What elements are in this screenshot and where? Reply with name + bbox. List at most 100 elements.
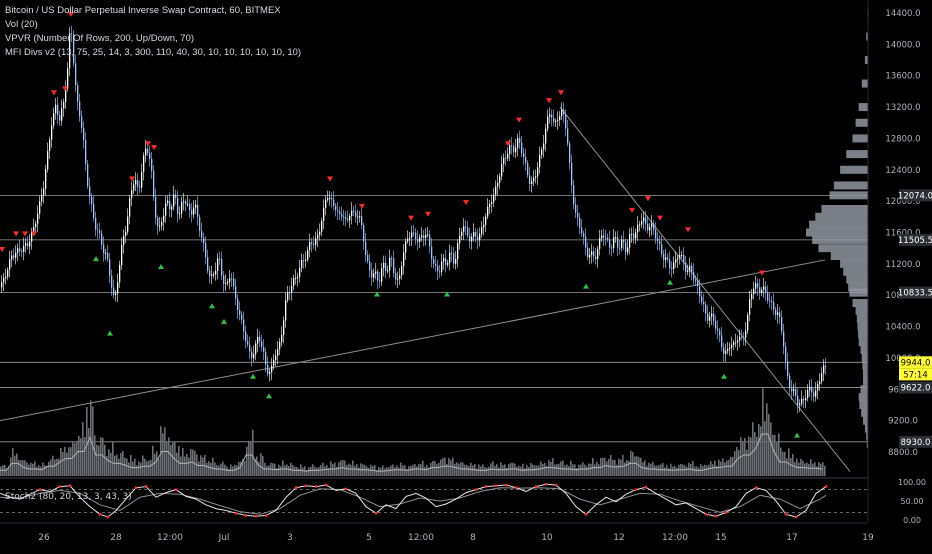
volume-bar — [598, 464, 600, 476]
stoch-extreme-dot — [58, 485, 62, 488]
candle-body — [317, 234, 319, 239]
candle-body — [495, 186, 497, 195]
stoch-extreme-dot — [254, 514, 258, 518]
volume-bar — [816, 466, 818, 476]
volume-bar — [58, 458, 60, 476]
volume-bar — [770, 422, 772, 476]
stoch-extreme-dot — [174, 488, 178, 491]
volume-bar — [414, 463, 416, 476]
volume-bar — [538, 465, 540, 476]
volume-bar — [94, 435, 96, 476]
symbol-title[interactable]: Bitcoin / US Dollar Perpetual Inverse Sw… — [5, 5, 281, 16]
volume-bar — [162, 433, 164, 476]
stoch-extreme-dot — [794, 515, 798, 519]
volume-bar — [484, 467, 486, 476]
volume-bar — [778, 433, 780, 476]
candle-body — [35, 223, 37, 228]
top-signal-marker — [558, 90, 564, 96]
candle-body — [449, 252, 451, 264]
price-axis[interactable]: 14400.0 14000.0 13600.0 13200.0 12800.0 12400… — [867, 0, 932, 525]
volume-bar — [628, 461, 630, 476]
volume-bar — [84, 437, 86, 476]
candle-body — [33, 227, 35, 233]
candle-body — [67, 68, 69, 89]
candle-body — [399, 275, 401, 279]
candle-body — [771, 301, 773, 303]
volume-bar — [822, 462, 824, 476]
volume-bar — [422, 460, 424, 476]
candle-body — [633, 233, 635, 239]
volume-bar — [92, 406, 94, 476]
candle-body — [53, 113, 55, 126]
top-signal-marker — [51, 90, 57, 96]
stoch-extreme-dot — [514, 486, 518, 490]
volume-bar — [654, 465, 656, 476]
candle-body — [59, 115, 61, 121]
candle-body — [477, 236, 479, 241]
volume-bar — [354, 465, 356, 476]
volume-bar — [804, 463, 806, 476]
candle-body — [789, 375, 791, 389]
volume-bar — [132, 461, 134, 476]
volume-bar — [618, 458, 620, 476]
volume-bar — [212, 457, 214, 476]
candle-body — [533, 177, 535, 182]
candle-body — [373, 273, 375, 278]
volume-bar — [686, 466, 688, 476]
candle-body — [577, 212, 579, 218]
candle-body — [221, 259, 223, 276]
top-signal-marker — [685, 227, 691, 233]
top-signal-marker — [629, 207, 635, 213]
candle-body — [145, 148, 147, 156]
candle-body — [183, 201, 185, 203]
volume-bar — [566, 464, 568, 476]
bottom-signal-marker — [209, 303, 215, 309]
candle-body — [413, 232, 415, 234]
top-signal-marker — [546, 98, 552, 104]
top-signal-marker — [151, 145, 157, 151]
volume-bar — [248, 440, 250, 476]
candle-body — [591, 251, 593, 256]
candle-body — [455, 259, 457, 264]
candle-body — [785, 346, 787, 362]
candle-body — [137, 179, 139, 187]
vol-indicator-label[interactable]: Vol (20) — [5, 19, 38, 30]
volume-bar — [748, 436, 750, 476]
mfi-indicator-label[interactable]: MFI Divs v2 (13, 75, 25, 14, 3, 300, 110… — [5, 47, 302, 58]
volume-bar — [140, 462, 142, 476]
candle-body — [567, 128, 569, 144]
volume-bar — [498, 467, 500, 476]
volume-bar — [10, 457, 12, 476]
volume-profile-row — [852, 299, 868, 308]
candle-body — [5, 277, 7, 279]
candle-body — [127, 216, 129, 232]
candle-body — [791, 388, 793, 392]
volume-bar — [46, 465, 48, 476]
candle-body — [509, 145, 511, 154]
volume-bar — [676, 467, 678, 476]
volume-bar — [80, 438, 82, 476]
candle-body — [631, 233, 633, 235]
volume-bar — [148, 460, 150, 476]
volume-profile-row — [809, 220, 868, 229]
candle-body — [49, 139, 51, 152]
vpvr-indicator-label[interactable]: VPVR (Number Of Rows, 200, Up/Down, 70) — [5, 33, 195, 44]
candle-body — [677, 257, 679, 260]
volume-profile-row — [843, 267, 868, 276]
candle-body — [655, 229, 657, 239]
volume-bar — [106, 456, 108, 476]
candle-body — [55, 104, 57, 114]
volume-bar — [44, 465, 46, 476]
candle-body — [299, 267, 301, 277]
volume-bar — [188, 457, 190, 476]
candle-body — [131, 190, 133, 199]
volume-profile-row — [863, 377, 868, 386]
price-tick-label: 11600.0 — [885, 229, 920, 239]
candle-body — [797, 395, 799, 406]
time-axis[interactable]: 26 28 12:00 Jul 3 5 12:00 8 10 12 12:00 15 17 19 — [0, 522, 874, 543]
candle-body — [17, 248, 19, 253]
bottom-signal-marker — [374, 291, 380, 297]
time-tick-label: 8 — [470, 533, 476, 543]
volume-bar — [520, 466, 522, 476]
